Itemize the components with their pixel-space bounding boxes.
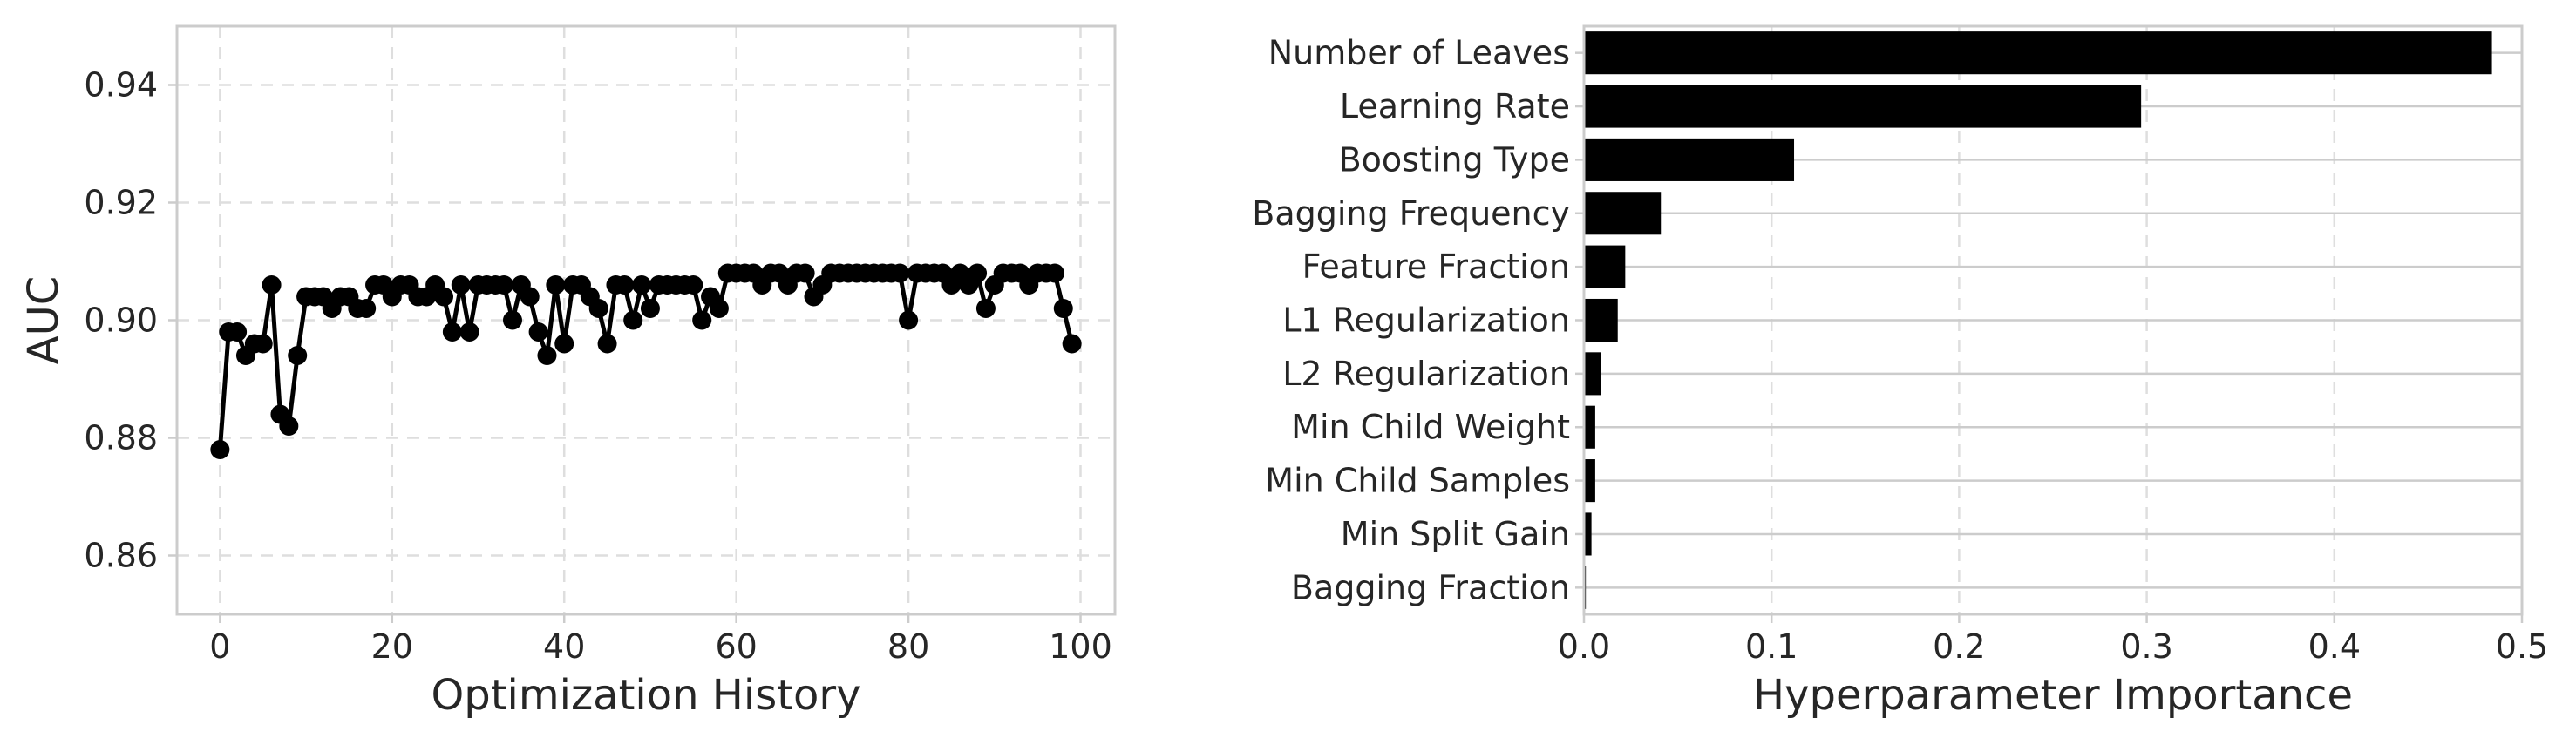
right-x-axis-label: Hyperparameter Importance [1753, 671, 2353, 720]
auc-point [588, 299, 608, 318]
auc-point [210, 440, 230, 459]
importance-bar [1584, 405, 1595, 449]
x-tick-label: 0.3 [2120, 627, 2172, 666]
x-tick-label: 100 [1049, 627, 1112, 666]
x-tick-label: 0.4 [2308, 627, 2361, 666]
auc-point [262, 275, 282, 295]
x-tick-label: 20 [371, 627, 413, 666]
auc-point [554, 334, 574, 354]
auc-point [890, 263, 910, 283]
category-label: Min Split Gain [1341, 515, 1570, 553]
left-x-axis-label: Optimization History [431, 671, 860, 720]
left-gridlines [177, 26, 1115, 614]
optimization-history-chart: 0 20 40 60 80 100 0.86 0.88 0.90 0.92 0.94 Optimiz… [19, 24, 1117, 720]
auc-point [1044, 263, 1064, 283]
x-tick-label: 0.2 [1933, 627, 1985, 666]
importance-bar [1584, 459, 1595, 503]
auc-point [537, 346, 557, 365]
auc-point [597, 334, 617, 354]
importance-bar [1584, 352, 1601, 396]
x-tick-label: 0.5 [2496, 627, 2548, 666]
category-label: Learning Rate [1340, 87, 1570, 125]
x-tick-label: 80 [887, 627, 929, 666]
importance-bar [1584, 85, 2142, 128]
auc-point [968, 263, 988, 283]
auc-point [279, 417, 299, 436]
auc-point [459, 322, 479, 342]
category-label: Bagging Fraction [1291, 568, 1570, 606]
category-label: Boosting Type [1339, 140, 1570, 179]
category-label: Min Child Samples [1265, 462, 1570, 500]
importance-bars [1584, 31, 2492, 609]
importance-bar [1584, 512, 1592, 556]
auc-point [357, 299, 377, 318]
auc-point [528, 322, 548, 342]
category-label: Bagging Frequency [1252, 194, 1570, 233]
right-tick-marks [1575, 51, 2524, 623]
left-tick-labels: 0 20 40 60 80 100 0.86 0.88 0.90 0.92 0.94 [84, 66, 1111, 667]
auc-point [632, 275, 652, 295]
left-tick-marks [168, 84, 1082, 623]
hyperparameter-importance-chart: 0.0 0.1 0.2 0.3 0.4 0.5 Number of Leaves Learni… [1252, 24, 2548, 720]
category-label: Min Child Weight [1291, 408, 1570, 446]
importance-bar [1584, 298, 1618, 342]
auc-point [546, 275, 566, 295]
y-tick-label: 0.88 [84, 419, 158, 457]
importance-bar [1584, 31, 2492, 75]
right-plot-frame [1582, 24, 2524, 616]
auc-point [709, 299, 729, 318]
x-tick-label: 0.0 [1558, 627, 1610, 666]
auc-point [623, 310, 643, 330]
x-tick-label: 60 [715, 627, 757, 666]
importance-bar [1584, 192, 1662, 235]
auc-point [1053, 299, 1073, 318]
auc-point [494, 275, 514, 295]
y-tick-label: 0.86 [84, 537, 158, 575]
auc-point [228, 322, 248, 342]
auc-point [253, 334, 273, 354]
auc-point [451, 275, 471, 295]
importance-bar [1584, 138, 1795, 181]
x-tick-label: 0.1 [1745, 627, 1798, 666]
x-tick-label: 0 [209, 627, 230, 666]
category-label: Feature Fraction [1302, 247, 1570, 286]
right-gridlines [1582, 26, 2524, 614]
x-tick-label: 40 [543, 627, 585, 666]
auc-point [795, 263, 815, 283]
auc-point [1062, 334, 1082, 354]
auc-point [899, 310, 919, 330]
auc-point [288, 346, 308, 365]
auc-series [210, 263, 1082, 459]
y-tick-label: 0.92 [84, 184, 158, 222]
auc-point [640, 299, 660, 318]
category-label: Number of Leaves [1268, 34, 1570, 72]
auc-point [615, 275, 635, 295]
category-label: L1 Regularization [1282, 301, 1570, 340]
auc-point [683, 275, 703, 295]
auc-point [520, 287, 540, 307]
left-y-axis-label: AUC [19, 276, 68, 364]
auc-point [692, 310, 712, 330]
auc-point [502, 310, 522, 330]
category-label: L2 Regularization [1282, 355, 1570, 393]
auc-point [975, 299, 996, 318]
y-tick-label: 0.94 [84, 66, 158, 105]
auc-point [434, 287, 454, 307]
left-plot-frame [175, 24, 1117, 616]
importance-bar [1584, 245, 1626, 288]
auc-point [442, 322, 462, 342]
y-tick-label: 0.90 [84, 301, 158, 340]
right-tick-labels: 0.0 0.1 0.2 0.3 0.4 0.5 Number of Leaves Learni… [1252, 34, 2548, 666]
